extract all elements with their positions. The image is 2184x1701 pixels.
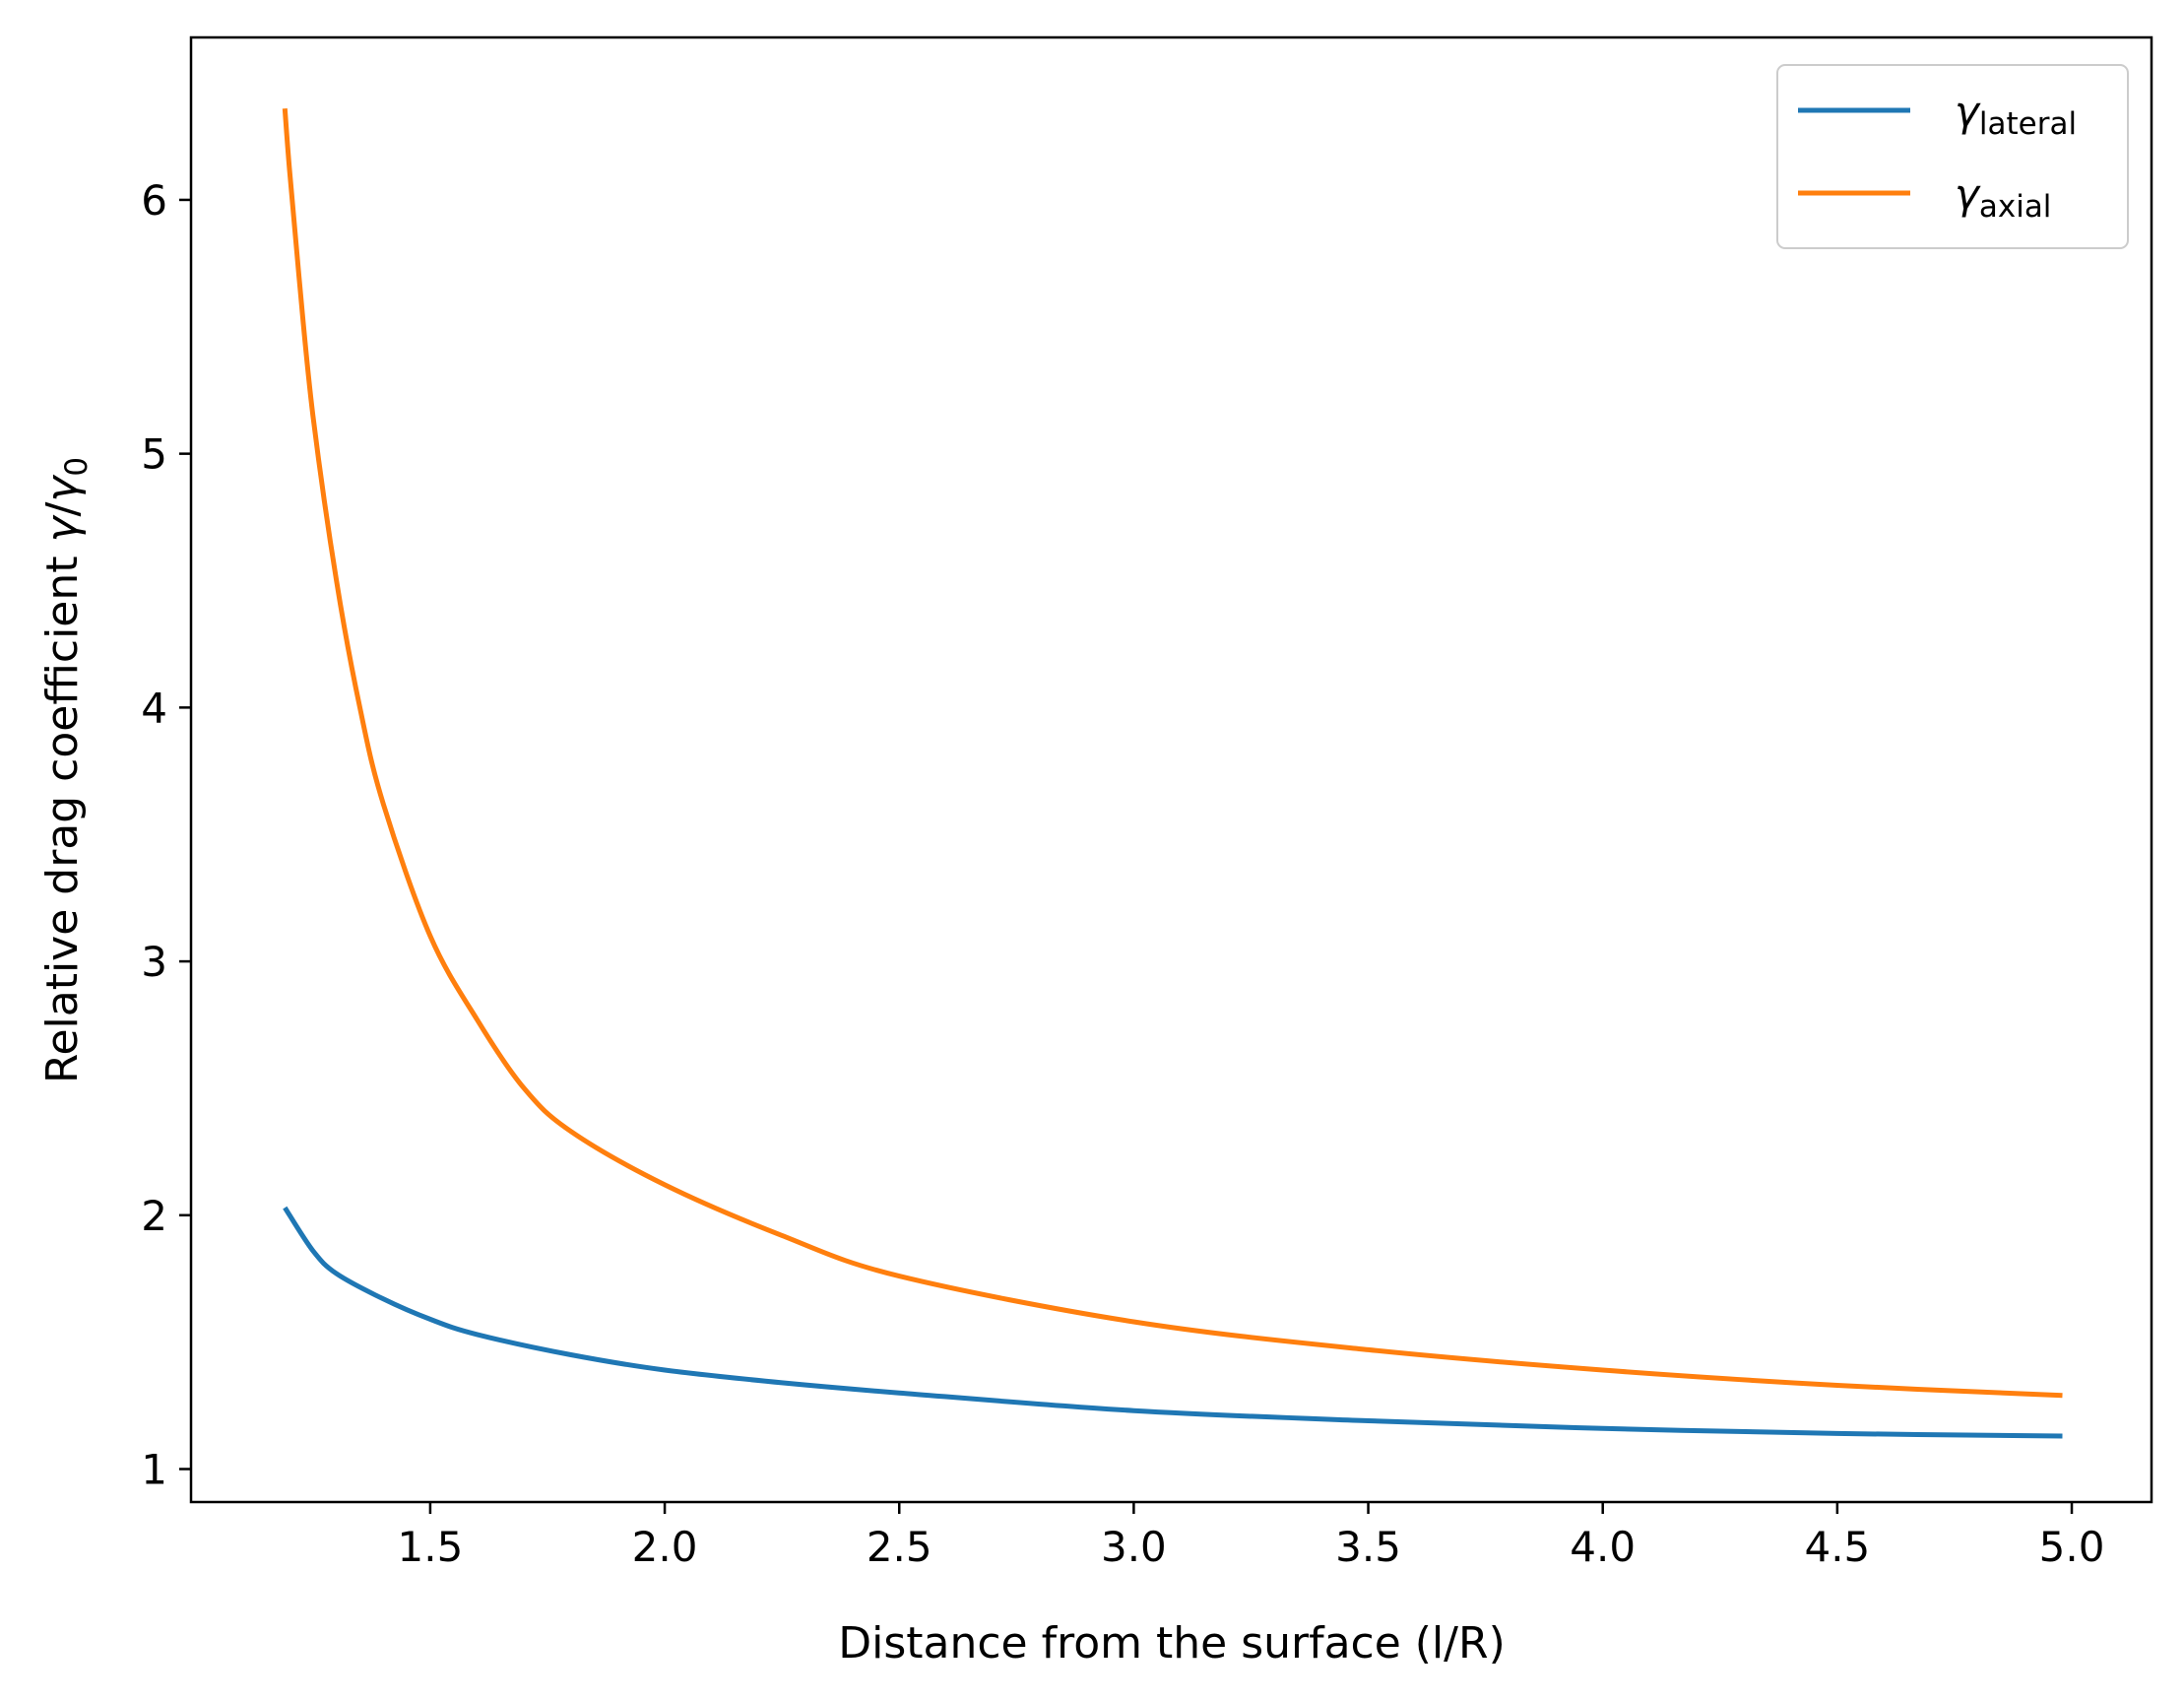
y-tick-label: 3 [141,938,167,986]
y-tick-label: 2 [141,1192,167,1240]
legend-label-lateral: γlateral [1955,88,2077,142]
series-line-lateral [283,1206,2063,1439]
x-tick-label: 3.5 [1335,1523,1401,1571]
y-tick-label: 4 [141,684,167,732]
legend: γlateral γaxial [1776,64,2129,249]
y-ticks: 1 2 3 4 5 6 [141,176,191,1493]
x-tick-label: 4.5 [1804,1523,1870,1571]
x-ticks: 1.5 2.0 2.5 3.0 3.5 4.0 4.5 5.0 [398,1502,2105,1571]
legend-label-axial: γaxial [1955,170,2051,225]
plot-frame [189,35,2153,1504]
x-tick-label: 3.0 [1101,1523,1167,1571]
plot-area [191,37,2152,1502]
x-tick-label: 1.5 [398,1523,464,1571]
y-axis-label: Relative drag coefficient γ/γ0 [37,457,95,1083]
x-tick-label: 4.0 [1570,1523,1636,1571]
series-layer [282,108,2063,1439]
y-tick-label: 1 [141,1445,167,1493]
x-tick-label: 2.5 [867,1523,932,1571]
y-tick-label: 6 [141,176,167,225]
series-line-axial [282,108,2063,1399]
y-tick-label: 5 [141,430,167,479]
x-tick-label: 5.0 [2039,1523,2105,1571]
x-axis-label: Distance from the surface (l/R) [838,1618,1506,1668]
x-tick-label: 2.0 [632,1523,698,1571]
legend-box [1776,64,2129,249]
